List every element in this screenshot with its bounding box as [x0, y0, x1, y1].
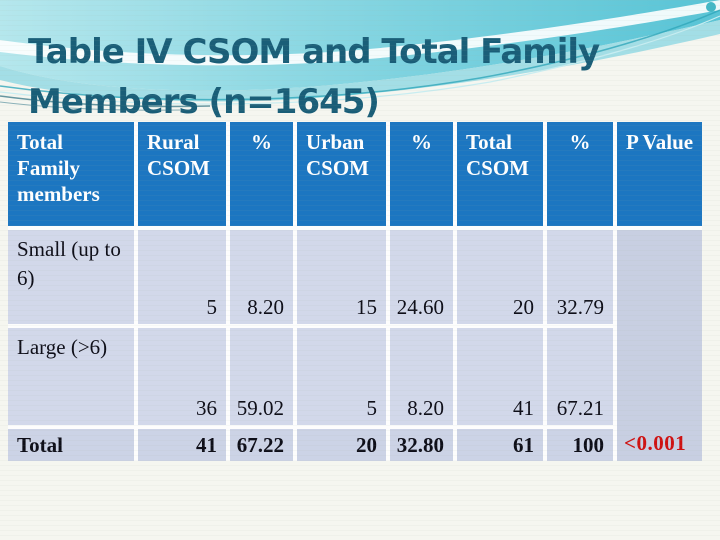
cell-small-urban-percent: 24.60: [390, 230, 453, 324]
col-header-urban-percent: %: [390, 122, 453, 226]
cell-total-rural-n: 41: [138, 429, 226, 461]
row-label-total: Total: [8, 429, 134, 461]
cell-large-rural-n: 36: [138, 328, 226, 425]
cell-total-total-n: 61: [457, 429, 543, 461]
cell-large-urban-n: 5: [297, 328, 386, 425]
col-header-p-value: P Value: [617, 122, 702, 226]
col-header-total-percent: %: [547, 122, 613, 226]
row-label-large: Large (>6): [8, 328, 134, 425]
cell-large-rural-percent: 59.02: [230, 328, 293, 425]
cell-total-total-percent: 100: [547, 429, 613, 461]
cell-small-total-n: 20: [457, 230, 543, 324]
cell-total-urban-percent: 32.80: [390, 429, 453, 461]
title-line-2: Members (n=1645): [28, 81, 380, 122]
cell-total-rural-percent: 67.22: [230, 429, 293, 461]
title-line-1: Table IV CSOM and Total Family: [28, 31, 600, 72]
cell-small-total-percent: 32.79: [547, 230, 613, 324]
cell-large-urban-percent: 8.20: [390, 328, 453, 425]
col-header-total-family-members: Total Family members: [8, 122, 134, 226]
wave-decoration: [0, 0, 720, 111]
row-label-small: Small (up to 6): [8, 230, 134, 324]
slide-title: Table IV CSOM and Total Family Members (…: [28, 27, 708, 127]
corner-dot: [706, 2, 716, 12]
col-header-rural-csom: Rural CSOM: [138, 122, 226, 226]
p-value-text: <0.001: [624, 431, 687, 455]
col-header-total-csom: Total CSOM: [457, 122, 543, 226]
col-header-rural-percent: %: [230, 122, 293, 226]
cell-small-rural-n: 5: [138, 230, 226, 324]
cell-large-total-n: 41: [457, 328, 543, 425]
cell-small-rural-percent: 8.20: [230, 230, 293, 324]
cell-total-urban-n: 20: [297, 429, 386, 461]
results-table: Total Family members Rural CSOM % Urban …: [8, 122, 702, 461]
cell-small-urban-n: 15: [297, 230, 386, 324]
cell-large-total-percent: 67.21: [547, 328, 613, 425]
p-value-cell: <0.001: [617, 230, 702, 461]
col-header-urban-csom: Urban CSOM: [297, 122, 386, 226]
